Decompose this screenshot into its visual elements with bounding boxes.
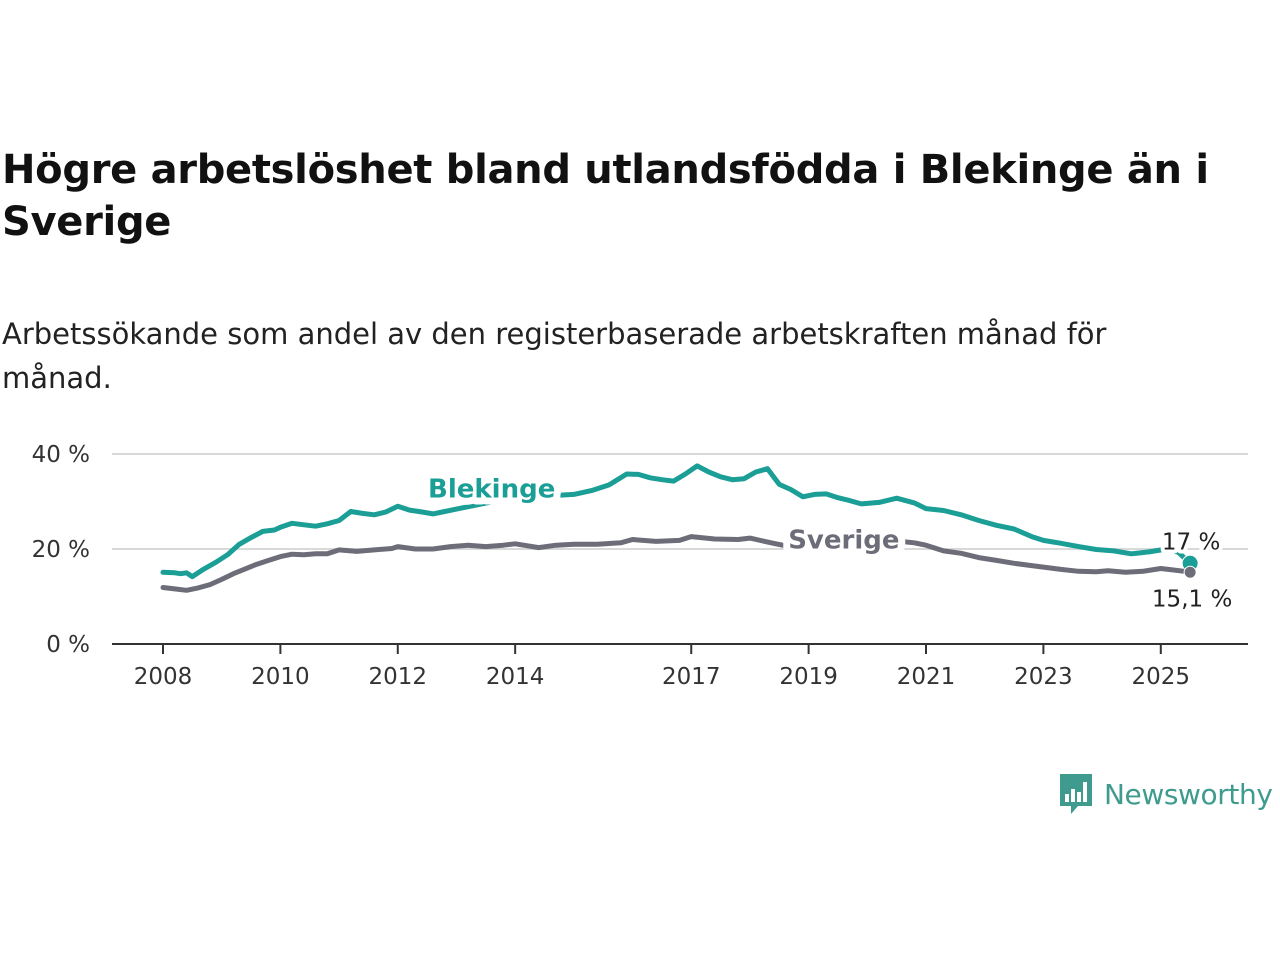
y-tick-label: 0 % bbox=[46, 632, 90, 658]
brand-name: Newsworthy bbox=[1104, 777, 1273, 811]
x-tick-label: 2021 bbox=[897, 664, 956, 690]
x-tick-label: 2023 bbox=[1014, 664, 1073, 690]
x-tick-label: 2012 bbox=[368, 664, 427, 690]
x-tick-label: 2010 bbox=[251, 664, 310, 690]
series-line-sverige bbox=[160, 534, 1193, 593]
x-tick-label: 2019 bbox=[779, 664, 838, 690]
series-label-halo: Sverige bbox=[788, 526, 899, 556]
y-tick-label: 40 % bbox=[32, 442, 90, 468]
grid-lines bbox=[112, 453, 1248, 550]
y-tick-label: 20 % bbox=[32, 537, 90, 563]
series-lines bbox=[160, 463, 1199, 593]
end-value-label-halo: 15,1 % bbox=[1152, 586, 1232, 612]
series-label-sverige: Sverige bbox=[788, 526, 899, 556]
series-label-halo: Blekinge bbox=[428, 475, 555, 505]
series-end-point-sverige bbox=[1183, 565, 1197, 579]
x-tick-label: 2017 bbox=[662, 664, 721, 690]
end-value-label-sverige: 15,1 % bbox=[1152, 586, 1232, 612]
chart-title: Högre arbetslöshet bland utlandsfödda i … bbox=[2, 147, 1209, 245]
series-label-blekinge: Blekinge bbox=[428, 475, 555, 505]
bar-chart-speech-bubble-icon bbox=[1060, 774, 1092, 814]
axes: 0 % 20 % 40 % 2008 2010 2012 2014 2017 2019 2021 2… bbox=[32, 442, 1248, 690]
x-tick-label: 2025 bbox=[1132, 664, 1191, 690]
end-value-label-halo: 17 % bbox=[1162, 529, 1220, 555]
line-chart: 0 % 20 % 40 % 2008 2010 2012 2014 2017 2019 2021 2… bbox=[32, 442, 1248, 690]
x-tick-label: 2008 bbox=[134, 664, 193, 690]
chart-subtitle: Arbetssökande som andel av den registerb… bbox=[2, 317, 1107, 395]
end-value-label-blekinge: 17 % bbox=[1162, 529, 1220, 555]
brand-logo: Newsworthy bbox=[1058, 772, 1273, 816]
x-tick-label: 2014 bbox=[486, 664, 545, 690]
series-line-blekinge bbox=[160, 463, 1193, 580]
